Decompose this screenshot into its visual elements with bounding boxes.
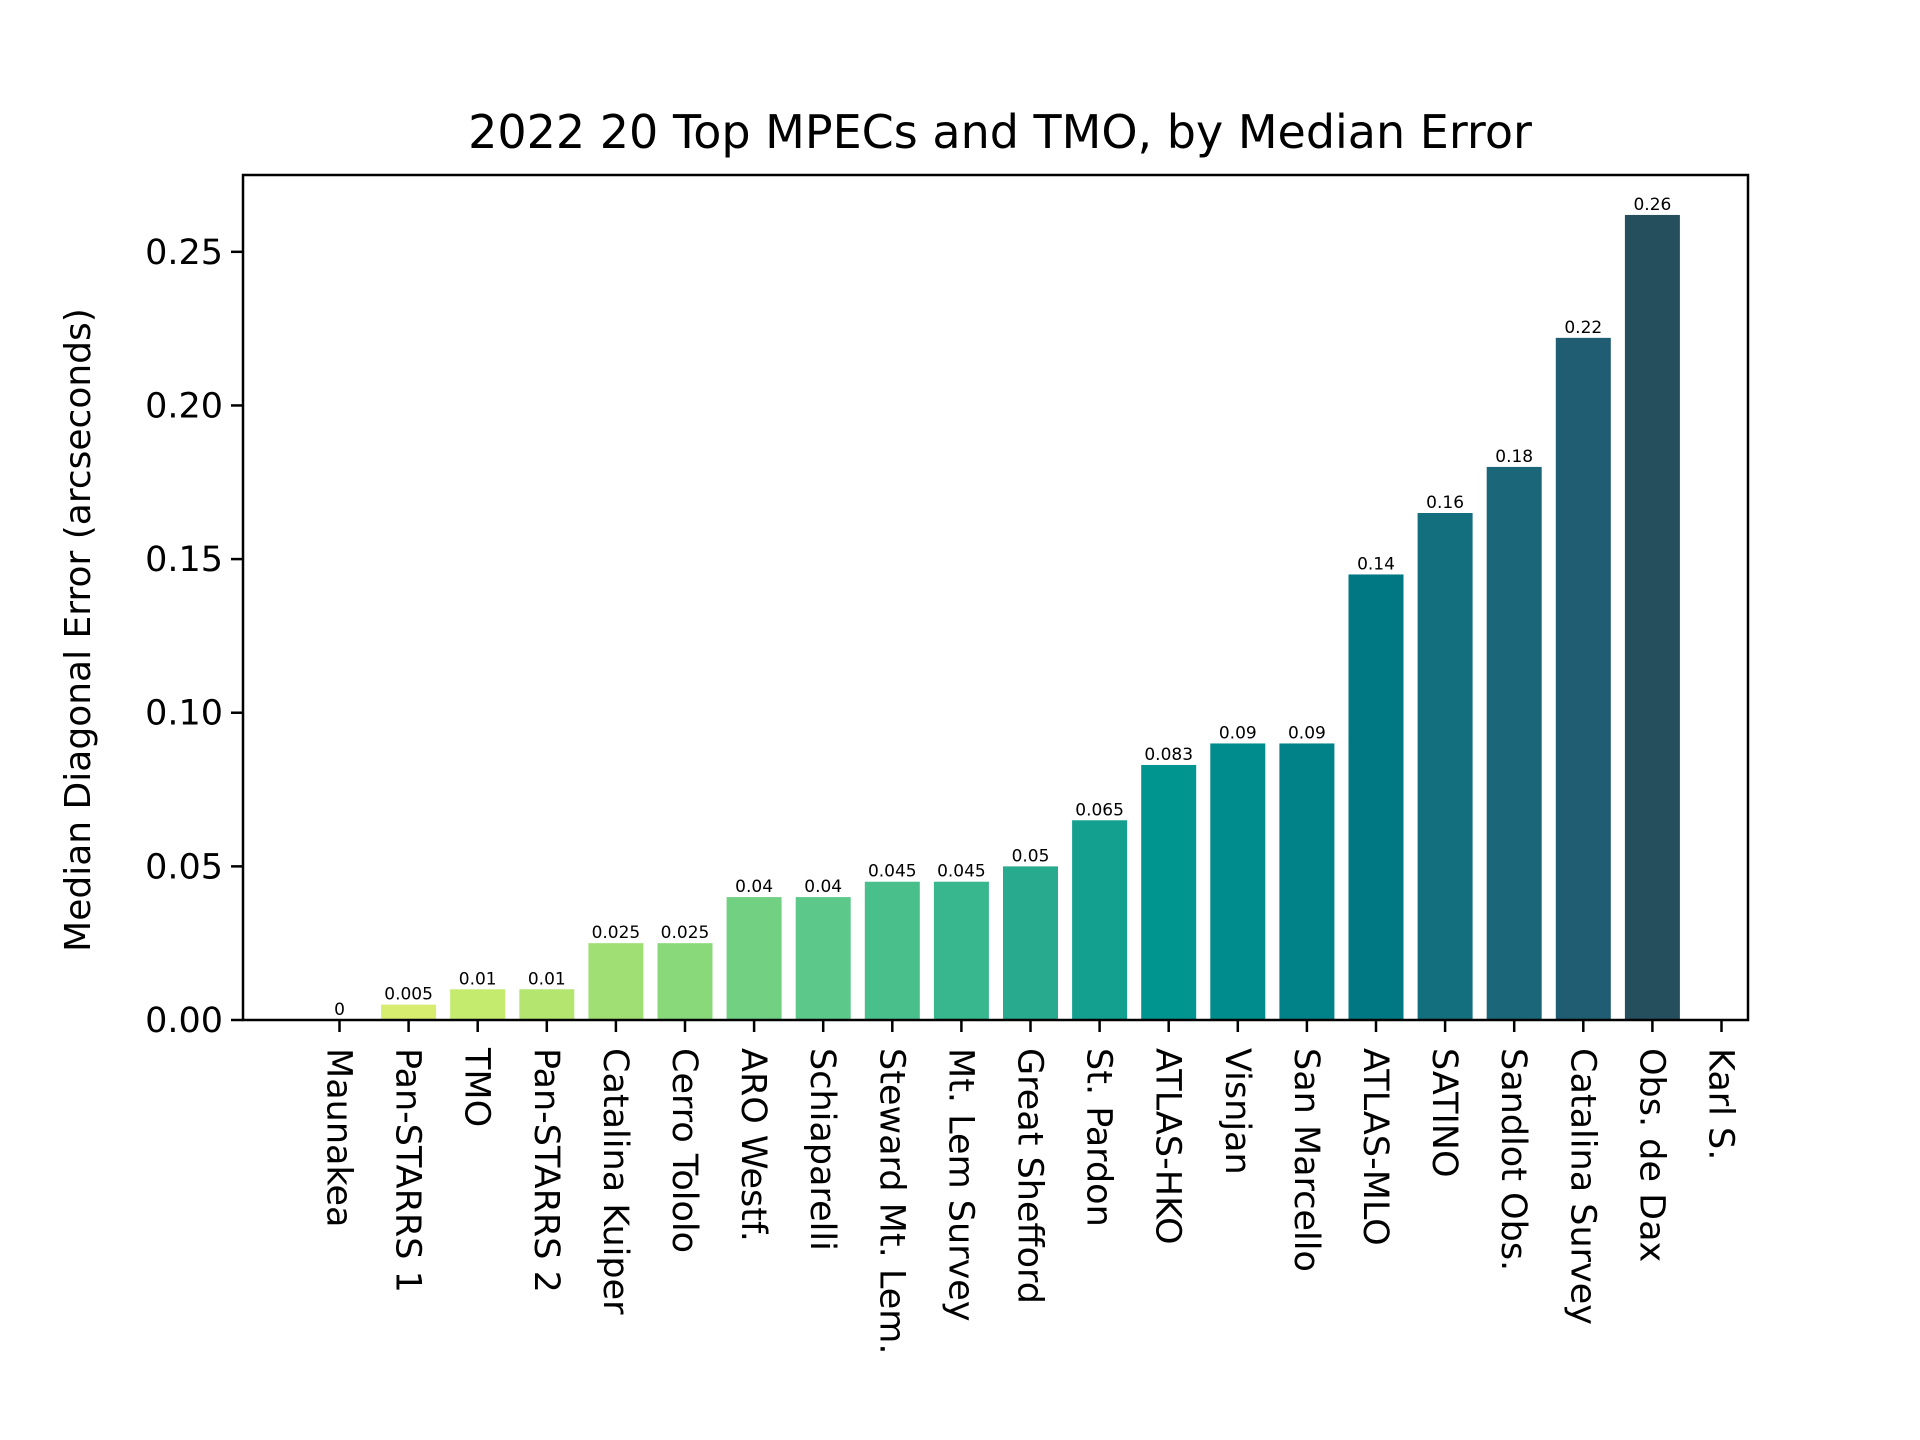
bar-data-label: 0.083 [1144,745,1193,765]
x-tick-label: Karl S. [1701,1048,1741,1160]
bar-data-label: 0.025 [661,923,710,943]
x-tick-label: SATINO [1424,1048,1464,1178]
x-tick-label: Obs. de Dax [1631,1048,1671,1262]
bar-data-label: 0.05 [1012,846,1050,866]
bar-data-label: 0.005 [384,985,433,1005]
data-labels: 0 0.005 0.01 0.01 0.025 0.025 0.04 0.04 0.045 0.0… [334,195,1671,1020]
x-tick-label: Mt. Lem Survey [940,1048,980,1322]
bar [1141,764,1197,1020]
x-tick-label: Pan-STARRS 2 [526,1048,566,1293]
x-axis-ticks: Maunakea Pan-STARRS 1 TMO Pan-STARRS 2 Catal… [319,1020,1741,1354]
y-axis-label: Median Diagonal Error (arcseconds) [58,308,99,952]
bar [1348,574,1404,1020]
x-tick-label: Sandlot Obs. [1493,1048,1533,1271]
bar [1072,820,1128,1020]
bar-data-label: 0.04 [735,877,773,897]
x-tick-label: ATLAS-HKO [1148,1048,1188,1245]
bar [657,943,713,1020]
bar-data-label: 0.09 [1288,723,1326,743]
bar [795,897,851,1020]
y-tick-label: 0.10 [145,694,223,734]
bar-data-label: 0.09 [1219,723,1257,743]
x-tick-label: Visnjan [1217,1048,1257,1175]
x-tick-label: Pan-STARRS 1 [388,1048,428,1293]
bar-data-label: 0.26 [1633,195,1671,215]
y-tick-label: 0.20 [145,386,223,426]
y-tick-label: 0.00 [145,1001,223,1041]
bar-data-label: 0.16 [1426,493,1464,513]
x-tick-label: Schiaparelli [802,1048,842,1251]
bar-data-label: 0.22 [1564,318,1602,338]
bar-data-label: 0.18 [1495,447,1533,467]
bar [519,989,575,1020]
bar [381,1004,437,1020]
bar-data-label: 0.025 [592,923,641,943]
x-tick-label: Steward Mt. Lem. [871,1048,911,1354]
bars [381,214,1680,1021]
bar-data-label: 0.045 [868,862,917,882]
x-tick-label: Catalina Kuiper [595,1048,635,1315]
x-tick-label: Cerro Tololo [664,1048,704,1253]
y-tick-label: 0.25 [145,233,223,273]
bar-data-label: 0.045 [937,862,986,882]
plot-frame [241,173,1750,1022]
bar-data-label: 0.04 [804,877,842,897]
y-axis-ticks: 0.00 0.05 0.10 0.15 0.20 0.25 [145,233,243,1041]
x-tick-label: TMO [457,1047,497,1127]
bar-data-label: 0.01 [459,969,497,989]
y-tick-label: 0.05 [145,847,223,887]
bar [1210,743,1266,1020]
x-tick-label: ARO Westf. [733,1048,773,1242]
bar [726,897,782,1020]
x-tick-label: Catalina Survey [1562,1048,1602,1325]
x-tick-label: St. Pardon [1079,1048,1119,1227]
x-tick-label: Maunakea [319,1048,359,1227]
x-tick-label: ATLAS-MLO [1355,1048,1395,1246]
bar [1003,866,1058,1020]
bar [933,881,989,1020]
y-tick-label: 0.15 [145,540,223,580]
x-tick-label: San Marcello [1286,1048,1326,1272]
bar [588,943,644,1020]
bar [1486,466,1542,1021]
chart-title: 2022 20 Top MPECs and TMO, by Median Err… [468,105,1532,159]
bar-data-label: 0.01 [528,969,566,989]
bar [1555,337,1611,1020]
bar-data-label: 0 [334,1000,345,1020]
x-tick-label: Great Shefford [1010,1048,1050,1304]
bar-data-label: 0.14 [1357,554,1395,574]
bar-data-label: 0.065 [1075,800,1124,820]
bar [1417,513,1473,1020]
bar [1624,214,1680,1021]
bar [1279,743,1335,1020]
bar [864,881,920,1020]
bar [450,989,506,1020]
